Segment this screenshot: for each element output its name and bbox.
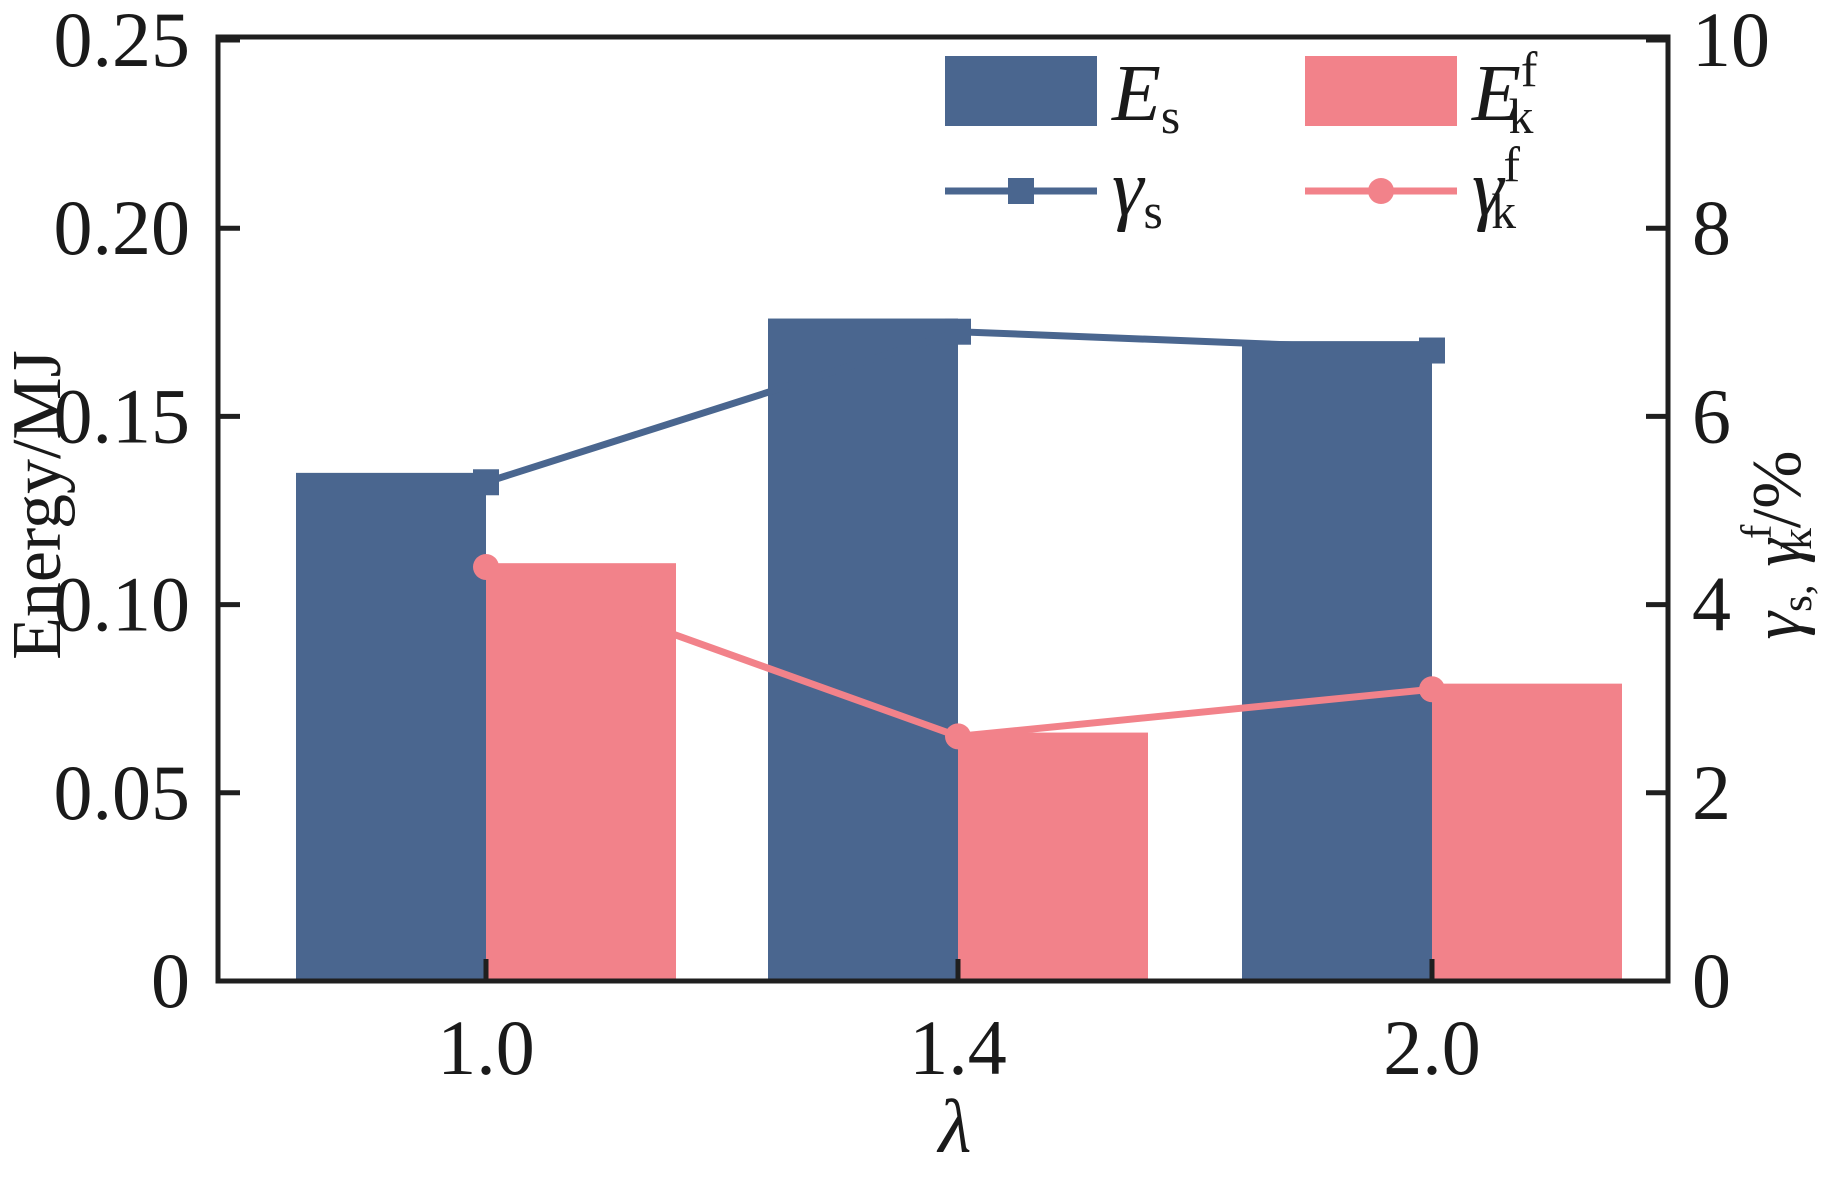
legend-swatch-ekf	[1305, 56, 1457, 126]
right-axis-tick-label-5: 0	[1692, 937, 1731, 1024]
axes-layer	[215, 34, 1671, 984]
right-axis-tick-label-3: 4	[1692, 561, 1731, 648]
legend-label-gamma-kf: γf k	[1472, 137, 1521, 238]
legend-label-es: Es	[1111, 50, 1180, 144]
bar-ekf-2	[1432, 683, 1622, 981]
marker-gamma-kf-0	[473, 553, 499, 580]
bar-es-1	[768, 318, 958, 981]
bar-es-2	[1242, 341, 1432, 981]
x-axis-title: λ	[937, 1085, 972, 1169]
marker-gamma-kf-1	[945, 723, 971, 750]
bar-es-0	[296, 472, 486, 981]
legend-label-ekf: Ef k	[1471, 42, 1538, 143]
right-axis-tick-label-4: 2	[1692, 749, 1731, 836]
marker-gamma-s-2	[1419, 337, 1445, 364]
marker-gamma-s-1	[945, 318, 971, 345]
left-axis-tick-label-4: 0.05	[54, 749, 191, 836]
legend-marker-circle	[1368, 178, 1394, 204]
x-axis-tick-label-0: 1.0	[437, 1004, 535, 1091]
x-axis-tick-label-1: 1.4	[909, 1004, 1007, 1091]
legend: Es Ef k γs γf k	[945, 42, 1538, 239]
marker-gamma-s-0	[473, 469, 499, 496]
bars-layer	[296, 318, 1622, 981]
x-axis-tick-label-2: 2.0	[1383, 1004, 1481, 1091]
legend-swatch-es	[945, 56, 1097, 126]
left-axis-tick-label-0: 0.25	[54, 0, 191, 83]
left-axis-tick-label-5: 0	[151, 937, 190, 1024]
left-axis-tick-label-2: 0.15	[54, 372, 191, 459]
left-axis-title: Energy/MJ	[0, 350, 76, 660]
left-axis-tick-label-3: 0.10	[54, 561, 191, 648]
left-axis-tick-label-1: 0.20	[54, 184, 191, 271]
right-axis-tick-label-1: 8	[1692, 184, 1731, 271]
bar-ekf-0	[486, 563, 676, 981]
plot-frame	[215, 34, 1671, 984]
bar-ekf-1	[958, 732, 1148, 981]
right-axis-tick-label-0: 10	[1692, 0, 1770, 83]
legend-marker-square	[1008, 178, 1034, 204]
right-axis-tick-label-2: 6	[1692, 372, 1731, 459]
legend-label-gamma-s: γs	[1112, 145, 1163, 239]
right-axis-title: γs, γfk/%	[1733, 450, 1822, 639]
marker-gamma-kf-2	[1419, 676, 1445, 703]
